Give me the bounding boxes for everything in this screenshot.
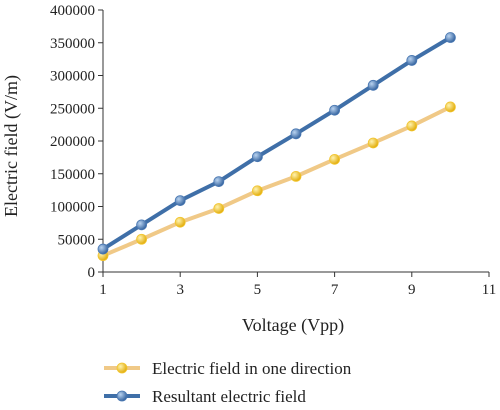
data-point xyxy=(290,170,302,182)
y-tick-label: 150000 xyxy=(50,167,95,183)
data-point xyxy=(251,151,263,163)
y-tick-label: 200000 xyxy=(50,134,95,150)
data-point xyxy=(136,219,148,231)
data-point xyxy=(367,79,379,91)
x-axis-title: Voltage (Vpp) xyxy=(242,315,344,336)
y-axis-ticks: 0 50000 100000 150000 200000 250000 300000 3500… xyxy=(50,3,103,281)
x-tick-label: 1 xyxy=(99,282,107,298)
legend: Electric field in one direction Resultant… xyxy=(104,359,352,406)
series-layer xyxy=(97,32,456,262)
y-tick-label: 100000 xyxy=(50,200,95,216)
series-2 xyxy=(97,32,456,255)
data-point xyxy=(213,203,225,214)
series-1 xyxy=(97,101,456,262)
data-point xyxy=(97,243,109,255)
legend-label: Resultant electric field xyxy=(152,387,306,406)
y-tick-label: 350000 xyxy=(50,36,95,52)
data-point xyxy=(329,153,341,165)
data-point xyxy=(444,32,456,43)
legend-item: Resultant electric field xyxy=(104,387,306,406)
x-tick-label: 11 xyxy=(482,282,496,298)
data-point xyxy=(329,104,341,116)
data-point xyxy=(213,176,225,188)
data-point xyxy=(136,233,148,245)
x-tick-label: 7 xyxy=(331,282,339,298)
x-tick-label: 3 xyxy=(176,282,184,298)
y-tick-label: 50000 xyxy=(58,232,96,248)
data-point xyxy=(290,128,302,140)
x-axis-ticks: 1 3 5 7 9 11 xyxy=(99,272,496,298)
data-point xyxy=(251,185,263,197)
series-line xyxy=(101,104,453,258)
x-tick-label: 5 xyxy=(254,282,262,298)
data-point xyxy=(444,101,456,113)
y-tick-label: 300000 xyxy=(50,69,95,85)
x-tick-label: 9 xyxy=(408,282,416,298)
legend-item: Electric field in one direction xyxy=(104,359,352,378)
series-line xyxy=(101,35,453,252)
data-point xyxy=(174,195,186,207)
legend-marker xyxy=(116,362,128,374)
data-point xyxy=(367,137,379,149)
y-tick-label: 0 xyxy=(88,265,96,281)
data-point xyxy=(174,216,186,228)
data-point xyxy=(406,55,418,66)
data-point xyxy=(406,120,418,132)
legend-marker xyxy=(116,390,128,402)
y-axis-title: Electric field (V/m) xyxy=(1,75,22,217)
y-tick-label: 250000 xyxy=(50,101,95,117)
legend-label: Electric field in one direction xyxy=(152,359,352,378)
y-tick-label: 400000 xyxy=(50,3,95,19)
